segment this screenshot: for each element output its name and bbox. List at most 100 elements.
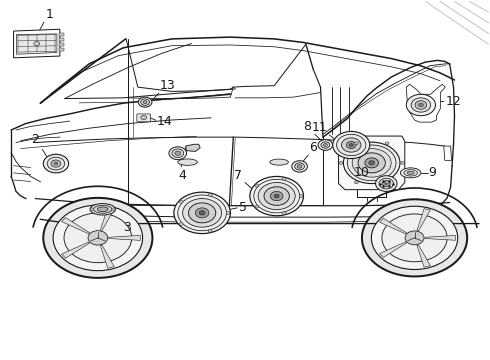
Text: 5: 5	[239, 201, 246, 214]
Circle shape	[385, 181, 389, 184]
Ellipse shape	[98, 207, 108, 212]
Polygon shape	[100, 207, 114, 230]
Circle shape	[292, 161, 307, 172]
Circle shape	[418, 103, 423, 107]
Circle shape	[183, 199, 221, 227]
Circle shape	[141, 99, 149, 105]
Ellipse shape	[400, 168, 421, 178]
Circle shape	[141, 115, 147, 120]
Circle shape	[282, 212, 286, 215]
Text: 14: 14	[157, 114, 172, 127]
Polygon shape	[380, 218, 407, 234]
Circle shape	[143, 101, 147, 104]
Circle shape	[415, 101, 427, 109]
Circle shape	[208, 193, 212, 196]
Circle shape	[369, 161, 374, 165]
Ellipse shape	[94, 205, 112, 213]
Circle shape	[282, 177, 286, 180]
Circle shape	[34, 41, 40, 46]
Circle shape	[358, 153, 385, 173]
Circle shape	[258, 183, 295, 210]
Circle shape	[375, 176, 397, 192]
Circle shape	[400, 161, 404, 164]
Circle shape	[189, 203, 216, 223]
Circle shape	[382, 181, 390, 186]
Circle shape	[174, 192, 230, 234]
Circle shape	[321, 142, 330, 148]
Circle shape	[299, 195, 303, 198]
Text: 9: 9	[429, 166, 437, 179]
Circle shape	[297, 165, 302, 168]
Circle shape	[379, 178, 393, 189]
Circle shape	[112, 208, 116, 211]
Polygon shape	[109, 235, 140, 240]
Circle shape	[347, 145, 396, 181]
Circle shape	[406, 94, 436, 116]
Circle shape	[53, 205, 143, 271]
Circle shape	[323, 144, 327, 147]
Ellipse shape	[90, 203, 116, 215]
Circle shape	[382, 214, 447, 262]
Circle shape	[43, 154, 69, 173]
Circle shape	[405, 231, 424, 245]
Bar	[59, 48, 64, 51]
Circle shape	[337, 134, 366, 156]
Circle shape	[250, 176, 303, 216]
Bar	[59, 43, 64, 46]
Polygon shape	[425, 235, 456, 240]
Ellipse shape	[407, 171, 414, 175]
Text: 7: 7	[234, 169, 242, 182]
Bar	[59, 33, 64, 36]
Circle shape	[179, 222, 183, 225]
Circle shape	[365, 158, 378, 168]
Circle shape	[54, 162, 58, 165]
Text: 12: 12	[445, 95, 461, 108]
Polygon shape	[406, 84, 445, 122]
Ellipse shape	[178, 159, 197, 165]
Circle shape	[352, 149, 391, 177]
Circle shape	[255, 184, 259, 187]
Text: 13: 13	[160, 79, 175, 92]
Circle shape	[270, 192, 283, 201]
Circle shape	[51, 160, 61, 167]
Bar	[59, 38, 64, 41]
Polygon shape	[62, 242, 90, 258]
Circle shape	[385, 183, 388, 185]
Circle shape	[371, 206, 458, 270]
Text: 4: 4	[179, 169, 187, 182]
Polygon shape	[417, 208, 430, 231]
Circle shape	[354, 181, 358, 184]
Circle shape	[362, 199, 467, 276]
Circle shape	[175, 151, 181, 156]
Polygon shape	[186, 144, 200, 152]
Circle shape	[254, 179, 299, 213]
Polygon shape	[100, 245, 114, 268]
Circle shape	[339, 161, 343, 164]
Polygon shape	[417, 245, 430, 267]
Circle shape	[138, 97, 152, 107]
FancyBboxPatch shape	[137, 114, 150, 122]
Circle shape	[255, 205, 259, 208]
Polygon shape	[17, 34, 57, 54]
Circle shape	[343, 142, 400, 184]
Polygon shape	[62, 217, 90, 234]
Circle shape	[64, 213, 132, 263]
Ellipse shape	[140, 103, 150, 107]
Text: 1: 1	[46, 8, 53, 21]
Text: 6: 6	[309, 141, 317, 154]
Circle shape	[333, 131, 370, 158]
Polygon shape	[380, 242, 407, 257]
Circle shape	[318, 140, 333, 150]
Circle shape	[226, 211, 230, 214]
Circle shape	[294, 163, 304, 170]
Polygon shape	[444, 146, 452, 160]
Text: 3: 3	[123, 221, 131, 234]
Text: 11: 11	[312, 121, 328, 134]
Circle shape	[385, 142, 389, 145]
Circle shape	[196, 208, 209, 218]
Circle shape	[208, 229, 212, 232]
Text: 10: 10	[354, 166, 370, 179]
Circle shape	[90, 208, 94, 211]
Circle shape	[172, 149, 184, 157]
Polygon shape	[339, 136, 405, 190]
